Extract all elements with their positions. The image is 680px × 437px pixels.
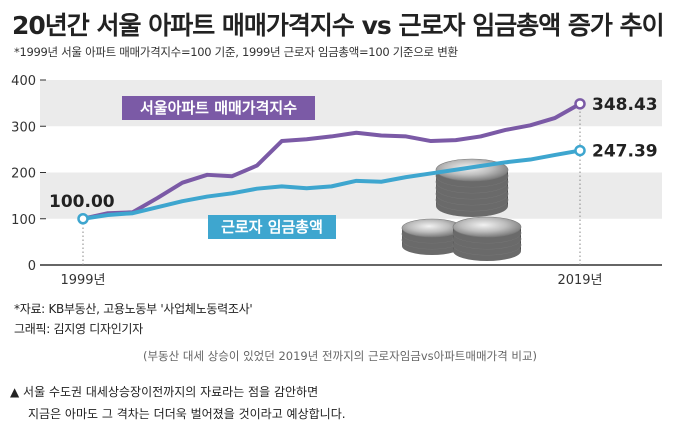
end-value-label: 348.43	[592, 95, 658, 115]
coin-stack-illustration	[401, 158, 522, 261]
series-legend-tag: 서울아파트 매매가격지수	[122, 96, 315, 120]
y-tick-label: 100	[11, 213, 36, 228]
image-caption: (부동산 대세 상승이 있었던 2019년 전까지의 근로자임금vs아파트매매가…	[142, 349, 538, 363]
comment-line-2: 지금은 아마도 그 격차는 더더욱 벌어졌을 것이라고 예상합니다.	[28, 407, 346, 421]
line-chart: 0 100 200 300 400 1999년 2019년 348.43 100.00 247.…	[11, 74, 662, 288]
coin-stack	[452, 216, 522, 261]
graphic-credit: 그래픽: 김지영 디자인기자	[14, 322, 143, 336]
legend-tag-label: 근로자 임금총액	[221, 218, 323, 236]
end-value-label: 247.39	[592, 142, 658, 162]
y-axis: 0 100 200 300 400 1999년 2019년	[11, 74, 662, 288]
series-line	[81, 101, 582, 221]
x-tick-label: 1999년	[60, 273, 105, 288]
start-marker	[77, 213, 89, 225]
legend-tag-box	[208, 215, 336, 239]
y-tick-label: 0	[28, 259, 36, 274]
series-lines	[77, 98, 586, 225]
comment-line-1: ▲ 서울 수도권 대세상승장이전까지의 자료라는 점을 감안하면	[10, 385, 319, 399]
legend-tag-label: 서울아파트 매매가격지수	[140, 99, 297, 117]
coin-stack	[435, 158, 509, 217]
coin-stack	[401, 218, 463, 255]
end-marker	[574, 144, 586, 157]
series-line	[81, 148, 582, 221]
end-marker	[574, 98, 586, 110]
chart-subtitle: *1999년 서울 아파트 매매가격지수=100 기준, 1999년 근로자 임…	[14, 45, 458, 59]
coin-face	[452, 216, 522, 238]
x-tick-label: 2019년	[557, 273, 602, 288]
chart-title: 20년간 서울 아파트 매매가격지수 vs 근로자 임금총액 증가 추이	[12, 11, 665, 40]
legend-tag-box	[122, 96, 315, 120]
y-tick-label: 200	[11, 167, 36, 182]
start-value-label: 100.00	[49, 192, 115, 212]
source-note: *자료: KB부동산, 고용노동부 '사업체노동력조사'	[14, 302, 253, 316]
series-legend-tag: 근로자 임금총액	[208, 215, 336, 239]
y-tick-label: 300	[11, 120, 36, 135]
y-tick-label: 400	[11, 74, 36, 89]
